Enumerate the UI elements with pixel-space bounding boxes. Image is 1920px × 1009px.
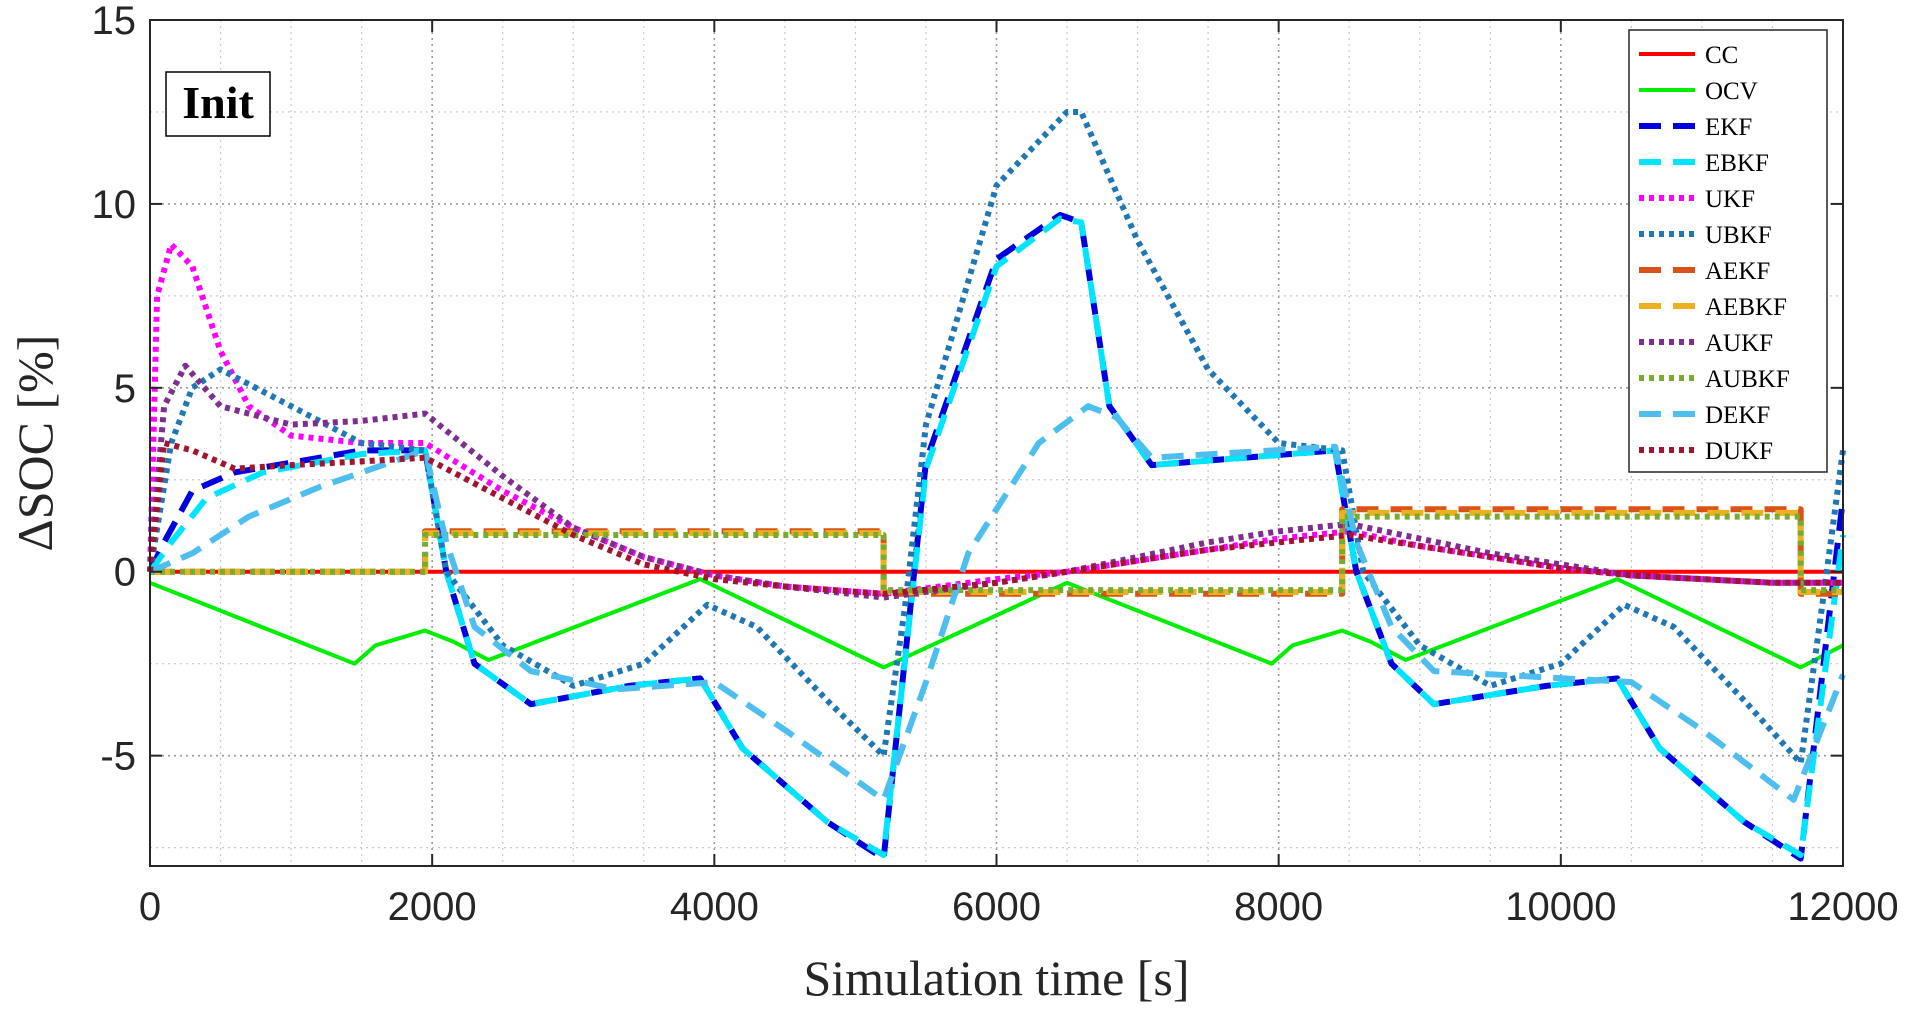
series-line-ubkf <box>147 109 1846 766</box>
series-line-ocv <box>149 577 1844 670</box>
legend-box <box>1628 29 1828 473</box>
series-line-dukf <box>147 440 1843 597</box>
legend-label-aekf: AEKF <box>1705 258 1770 285</box>
x-tick-label: 8000 <box>1234 885 1323 929</box>
y-tick-label: 15 <box>92 0 137 43</box>
x-tick-label: 2000 <box>388 885 477 929</box>
legend-label-ukf: UKF <box>1705 186 1755 213</box>
series-line-aukf <box>147 362 1843 601</box>
legend-label-cc: CC <box>1705 42 1738 69</box>
legend-label-ekf: EKF <box>1705 114 1752 141</box>
series-lines <box>147 109 1846 862</box>
init-annotation: Init <box>165 71 271 137</box>
legend-label-ebkf: EBKF <box>1705 150 1769 177</box>
legend-label-aukf: AUKF <box>1705 330 1773 357</box>
y-axis-label: ΔSOC [%] <box>7 335 63 552</box>
legend-label-dekf: DEKF <box>1705 402 1770 429</box>
legend-label-dukf: DUKF <box>1705 438 1773 465</box>
x-tick-label: 12000 <box>1787 885 1898 929</box>
legend-label-aubkf: AUBKF <box>1705 366 1790 393</box>
y-tick-label: 0 <box>114 551 136 595</box>
axis-ticks: 0 2000 4000 6000 8000 10000 12000 -5 0 5 10 15 <box>92 0 1899 929</box>
x-axis-label: Simulation time [s] <box>803 950 1189 1006</box>
legend-label-ubkf: UBKF <box>1705 222 1772 249</box>
x-tick-label: 10000 <box>1505 885 1616 929</box>
init-annotation-text: Init <box>182 77 254 128</box>
x-tick-label: 0 <box>139 885 161 929</box>
legend: CC OCV EKF EBKF UKF UBKF AEKF AEBKF AUKF AUBKF DEK… <box>1628 29 1828 473</box>
y-tick-label: 5 <box>114 367 136 411</box>
x-tick-label: 4000 <box>670 885 759 929</box>
series-line-aubkf <box>150 513 1843 594</box>
legend-label-ocv: OCV <box>1705 78 1758 105</box>
y-tick-label: 10 <box>92 183 137 227</box>
legend-label-aebkf: AEBKF <box>1705 294 1787 321</box>
series-line-dekf <box>148 403 1846 803</box>
x-tick-label: 6000 <box>952 885 1041 929</box>
y-tick-label: -5 <box>100 735 136 779</box>
